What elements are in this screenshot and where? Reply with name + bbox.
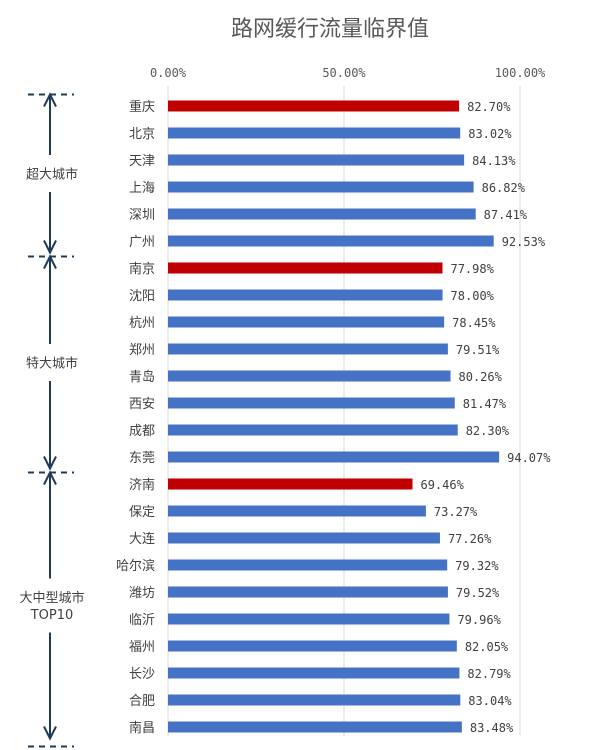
bar <box>168 154 465 166</box>
data-label: 84.13% <box>472 154 516 168</box>
bar <box>168 478 413 490</box>
category-label: 重庆 <box>129 99 155 115</box>
category-label: 南昌 <box>129 720 155 736</box>
bar <box>168 127 461 139</box>
category-label: 临沂 <box>129 613 155 628</box>
bar <box>168 100 460 112</box>
data-label: 79.32% <box>455 559 499 573</box>
data-label: 87.41% <box>484 208 528 222</box>
category-label: 北京 <box>129 127 155 142</box>
bars: 重庆 82.70% 北京 83.02% 天津 84.13% 上海 86.82% 深圳 87.41%… <box>116 99 551 736</box>
data-label: 83.02% <box>468 127 512 141</box>
arrowhead-up <box>43 470 57 485</box>
bar <box>168 262 443 274</box>
bar <box>168 559 448 571</box>
arrowhead-up <box>43 92 57 107</box>
bar <box>168 586 448 598</box>
group-label: 超大城市 <box>26 167 78 183</box>
bar <box>168 424 458 436</box>
bar <box>168 721 462 733</box>
data-label: 79.51% <box>456 343 500 357</box>
bar <box>168 235 494 247</box>
data-label: 82.79% <box>467 667 511 681</box>
grid-lines <box>167 86 521 736</box>
data-label: 94.07% <box>507 451 551 465</box>
data-label: 82.05% <box>465 640 509 654</box>
bar <box>168 640 457 652</box>
category-label: 天津 <box>129 154 155 169</box>
arrowhead-down <box>43 456 57 471</box>
data-label: 79.96% <box>457 613 501 627</box>
data-label: 79.52% <box>456 586 500 600</box>
category-label: 合肥 <box>129 694 155 709</box>
data-label: 92.53% <box>502 235 546 249</box>
category-label: 潍坊 <box>129 586 155 601</box>
category-label: 大连 <box>129 531 155 547</box>
category-label: 东莞 <box>129 451 155 466</box>
category-label: 保定 <box>129 505 155 520</box>
data-label: 77.26% <box>448 532 492 546</box>
arrowhead-down <box>43 726 57 741</box>
data-label: 69.46% <box>420 478 464 492</box>
category-label: 沈阳 <box>129 289 155 304</box>
bar <box>168 667 460 679</box>
data-label: 78.00% <box>451 289 495 303</box>
data-label: 83.04% <box>468 694 512 708</box>
category-label: 西安 <box>129 397 155 412</box>
data-label: 80.26% <box>459 370 503 384</box>
group-label: TOP10 <box>30 608 74 623</box>
category-label: 青岛 <box>129 369 155 385</box>
bar <box>168 181 474 193</box>
bar <box>168 451 500 463</box>
data-label: 73.27% <box>434 505 478 519</box>
category-label: 福州 <box>129 640 155 655</box>
bar <box>168 505 426 517</box>
category-label: 长沙 <box>129 667 155 682</box>
data-label: 86.82% <box>482 181 526 195</box>
category-label: 成都 <box>129 424 155 439</box>
bar <box>168 370 451 382</box>
bar <box>168 532 440 544</box>
bar <box>168 208 476 220</box>
data-label: 81.47% <box>463 397 507 411</box>
category-label: 哈尔滨 <box>116 558 155 574</box>
bar <box>168 343 448 355</box>
group-label: 特大城市 <box>26 356 78 372</box>
data-label: 77.98% <box>450 262 494 276</box>
category-label: 深圳 <box>129 208 155 223</box>
arrowhead-down <box>43 240 57 255</box>
category-label: 广州 <box>129 235 155 250</box>
data-label: 78.45% <box>452 316 496 330</box>
bar <box>168 289 443 301</box>
category-label: 上海 <box>129 181 155 196</box>
data-label: 82.30% <box>466 424 510 438</box>
data-label: 82.70% <box>467 100 511 114</box>
category-label: 郑州 <box>129 343 155 358</box>
category-label: 南京 <box>129 261 155 277</box>
data-label: 83.48% <box>470 721 514 735</box>
bar <box>168 316 445 328</box>
chart-title: 路网缓行流量临界值 <box>231 17 429 42</box>
bar <box>168 397 455 409</box>
bar <box>168 613 450 625</box>
category-label: 济南 <box>129 477 155 493</box>
x-axis-ticks: 0.00% 50.00% 100.00% <box>150 66 546 80</box>
category-label: 杭州 <box>129 316 155 331</box>
arrowhead-up <box>43 254 57 269</box>
bar <box>168 694 461 706</box>
x-tick-label: 0.00% <box>150 66 187 80</box>
x-tick-label: 100.00% <box>495 66 546 80</box>
group-label: 大中型城市 <box>19 590 84 606</box>
x-tick-label: 50.00% <box>322 66 366 80</box>
